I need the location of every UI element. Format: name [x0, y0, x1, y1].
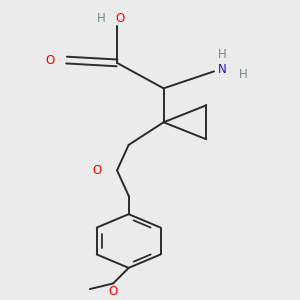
Text: O: O	[109, 285, 118, 298]
Text: H: H	[239, 68, 248, 81]
Text: N: N	[218, 64, 226, 76]
Text: O: O	[92, 164, 101, 177]
Text: H: H	[218, 49, 226, 62]
Text: H: H	[97, 12, 105, 25]
Text: O: O	[115, 12, 124, 25]
Text: O: O	[46, 54, 55, 67]
